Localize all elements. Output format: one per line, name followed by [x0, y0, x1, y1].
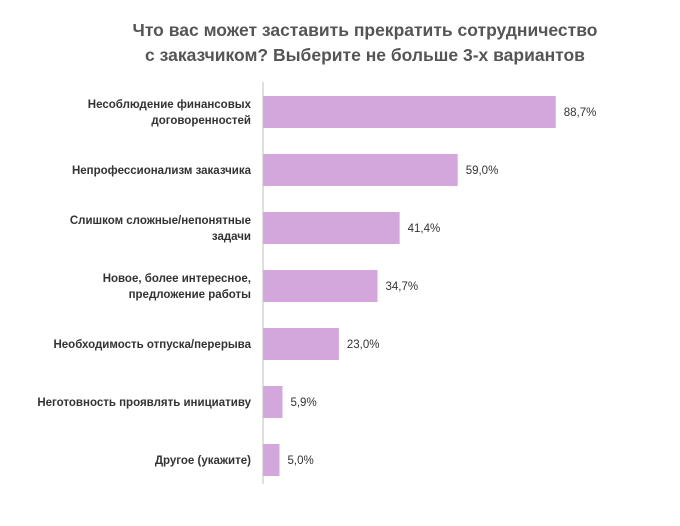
bar: [263, 444, 280, 476]
category-label-line: предложение работы: [129, 289, 252, 301]
category-label-line: Неготовность проявлять инициативу: [37, 397, 251, 409]
category-label-line: Несоблюдение финансовых: [88, 99, 252, 111]
category-label: Неготовность проявлять инициативу: [37, 397, 251, 409]
category-label: Новое, более интересное, предложение рабо…: [103, 273, 251, 301]
value-label: 5,9%: [290, 397, 316, 409]
value-label: 59,0%: [466, 165, 499, 177]
value-label: 41,4%: [408, 223, 441, 235]
bar: [263, 154, 458, 186]
bar: [263, 270, 378, 302]
bar: [263, 328, 339, 360]
value-label: 23,0%: [347, 339, 380, 351]
value-label: 5,0%: [288, 455, 314, 467]
bars-group: [263, 96, 556, 476]
bar: [263, 212, 400, 244]
bar: [263, 386, 283, 418]
value-label: 34,7%: [386, 281, 419, 293]
chart-title-line-1: Что вас может заставить прекратить сотру…: [132, 20, 598, 40]
category-label: Другое (укажите): [155, 455, 251, 467]
category-label-line: Новое, более интересное,: [103, 273, 251, 285]
category-label-line: договоренностей: [151, 115, 251, 127]
category-label: Несоблюдение финансовых договоренностей: [88, 99, 252, 127]
category-label-line: Непрофессионализм заказчика: [72, 165, 252, 177]
chart-title: Что вас может заставить прекратить сотру…: [0, 18, 680, 68]
chart-title-line-2: с заказчиком? Выберите не больше 3-х вар…: [145, 45, 585, 65]
category-label-line: Слишком сложные/непонятные: [70, 215, 251, 227]
category-labels-group: Несоблюдение финансовых договоренностейНе…: [37, 99, 251, 467]
category-label-line: Необходимость отпуска/перерыва: [53, 339, 251, 351]
category-label-line: Другое (укажите): [155, 455, 251, 467]
category-label-line: задачи: [212, 231, 251, 243]
value-labels-group: 88,7% 59,0% 41,4% 34,7% 23,0% 5,9% 5,0%: [288, 107, 597, 467]
category-label: Слишком сложные/непонятные задачи: [70, 215, 251, 243]
category-label: Необходимость отпуска/перерыва: [53, 339, 251, 351]
category-label: Непрофессионализм заказчика: [72, 165, 252, 177]
bar: [263, 96, 556, 128]
value-label: 88,7%: [564, 107, 597, 119]
